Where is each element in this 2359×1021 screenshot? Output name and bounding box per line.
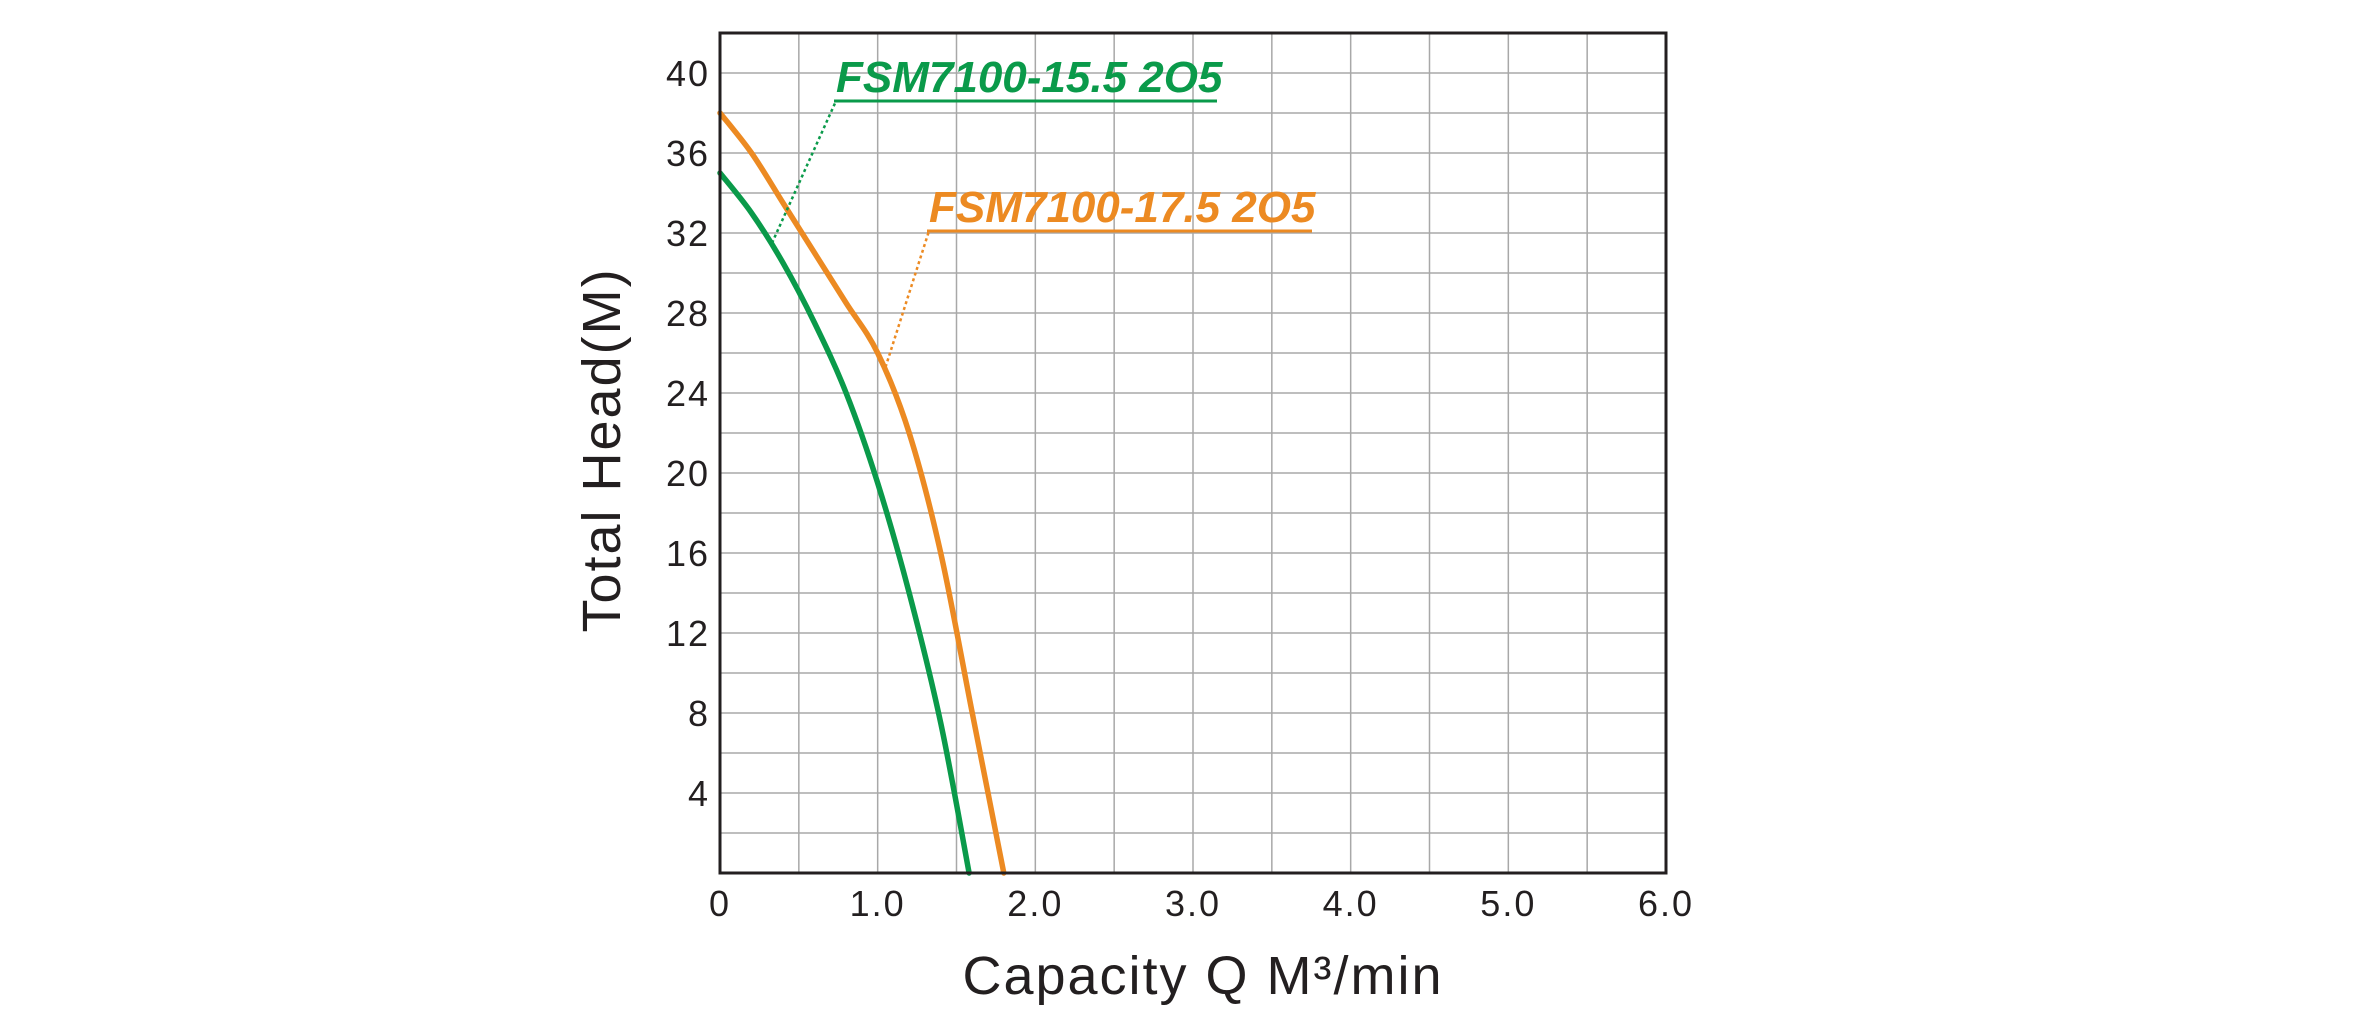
y-axis-title: Total Head(M) bbox=[572, 267, 632, 632]
y-tick-label: 28 bbox=[666, 293, 710, 334]
series-label-leader bbox=[884, 230, 931, 368]
series-labels: FSM7100-15.5 2O5 FSM7100-17.5 2O5 bbox=[770, 53, 1316, 368]
plot-frame bbox=[718, 31, 1668, 875]
series-line-2 bbox=[717, 110, 1007, 876]
x-tick-label: 2.0 bbox=[1007, 883, 1063, 924]
x-axis-title: Capacity Q M³/min bbox=[962, 946, 1443, 1006]
series-label-1: FSM7100-15.5 2O5 bbox=[836, 53, 1223, 102]
y-tick-labels: 4 8 12 16 20 24 28 32 36 40 bbox=[666, 53, 710, 814]
y-tick-label: 20 bbox=[666, 453, 710, 494]
y-tick-label: 4 bbox=[688, 773, 710, 814]
x-tick-label: 3.0 bbox=[1165, 883, 1221, 924]
x-tick-label: 5.0 bbox=[1480, 883, 1536, 924]
x-tick-label: 6.0 bbox=[1638, 883, 1694, 924]
y-tick-label: 16 bbox=[666, 533, 710, 574]
x-tick-label: 4.0 bbox=[1323, 883, 1379, 924]
y-tick-label: 8 bbox=[688, 693, 710, 734]
y-tick-label: 40 bbox=[666, 53, 710, 94]
y-tick-label: 12 bbox=[666, 613, 710, 654]
series-label-leader bbox=[770, 100, 838, 244]
series-label-2: FSM7100-17.5 2O5 bbox=[929, 183, 1316, 232]
y-tick-label: 24 bbox=[666, 373, 710, 414]
series-line-1 bbox=[717, 170, 972, 876]
x-tick-label: 0 bbox=[709, 883, 731, 924]
grid-lines bbox=[720, 33, 1666, 873]
x-tick-label: 1.0 bbox=[850, 883, 906, 924]
y-tick-label: 32 bbox=[666, 213, 710, 254]
series-lines bbox=[717, 110, 1007, 876]
x-tick-labels: 0 1.0 2.0 3.0 4.0 5.0 6.0 bbox=[709, 883, 1694, 924]
y-tick-label: 36 bbox=[666, 133, 710, 174]
